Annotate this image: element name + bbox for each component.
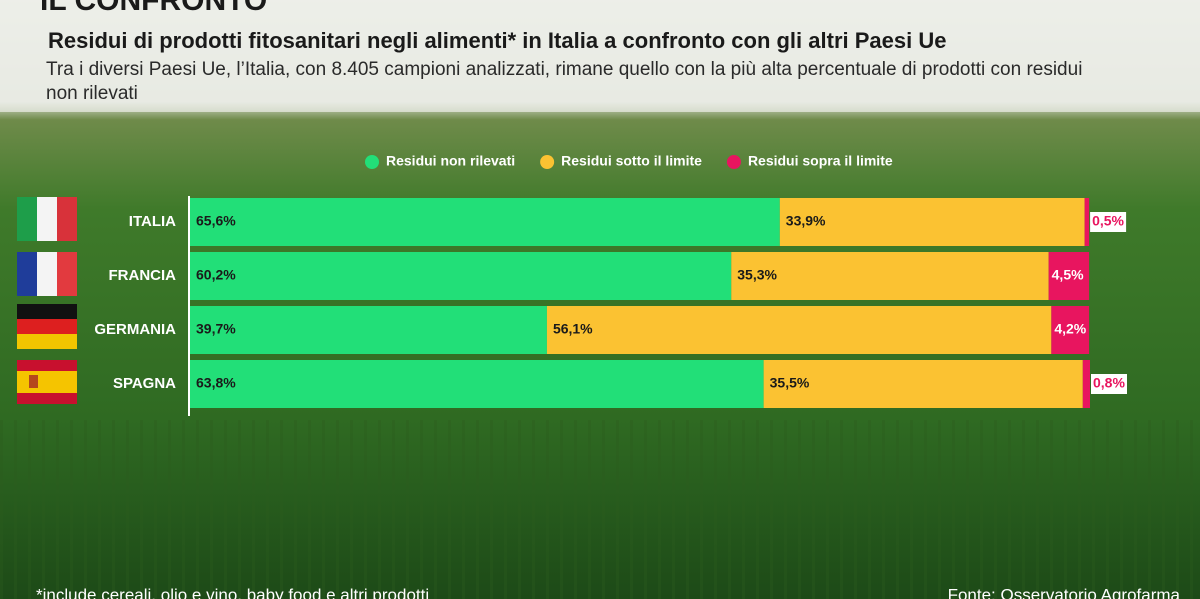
flag-italy [17, 197, 77, 241]
legend-label: Residui sopra il limite [748, 153, 893, 169]
subtitle-box: Tra i diversi Paesi Ue, l’Italia, con 8.… [46, 59, 1083, 104]
source: Fonte: Osservatorio Agrofarma [948, 585, 1181, 599]
bar-segment [731, 252, 1049, 300]
value-label: 60,2% [196, 267, 236, 283]
bar-segment [779, 198, 1085, 246]
kicker: IL CONFRONTO [40, 0, 267, 17]
legend-swatch [726, 155, 741, 169]
legend-label: Residui sotto il limite [561, 153, 702, 169]
field-rows [0, 420, 1200, 599]
bar-segment [1084, 198, 1090, 246]
legend-label: Residui non rilevati [386, 153, 515, 169]
legend-swatch [540, 155, 555, 169]
flag-spain [17, 360, 77, 404]
bar-segment [190, 252, 732, 300]
value-label: 35,3% [737, 267, 777, 283]
category-label: GERMANIA [94, 321, 176, 338]
value-label: 4,5% [1052, 267, 1084, 283]
value-label: 0,5% [1092, 213, 1124, 229]
chart-title: Residui di prodotti fitosanitari negli a… [48, 28, 946, 53]
bar-segment [190, 360, 764, 408]
bar-segment [763, 360, 1083, 408]
category-label: SPAGNA [113, 375, 176, 392]
bar-segment [1082, 360, 1090, 408]
footnote: *include cereali, olio e vino, baby food… [36, 585, 429, 599]
legend-swatch [365, 155, 379, 169]
bar-segment [190, 198, 780, 246]
subtitle: Tra i diversi Paesi Ue, l’Italia, con 8.… [46, 59, 1083, 104]
value-label: 0,8% [1093, 375, 1125, 391]
category-label: FRANCIA [109, 267, 177, 284]
bar-segment [190, 306, 547, 354]
header-band [0, 0, 1200, 112]
flag-germany [17, 304, 77, 349]
flag-france [17, 252, 77, 296]
value-label-bg [1090, 212, 1127, 232]
value-label: 56,1% [553, 321, 593, 337]
category-label: ITALIA [129, 213, 176, 230]
bar-segment [546, 306, 1052, 354]
value-label: 4,2% [1054, 321, 1086, 337]
value-label-bg [1091, 374, 1127, 394]
value-label: 33,9% [786, 213, 826, 229]
value-label: 63,8% [196, 375, 236, 391]
bar-segment [1048, 252, 1090, 300]
value-label: 35,5% [770, 375, 810, 391]
bar-segment [1051, 306, 1090, 354]
value-label: 65,6% [196, 213, 236, 229]
value-label: 39,7% [196, 321, 236, 337]
